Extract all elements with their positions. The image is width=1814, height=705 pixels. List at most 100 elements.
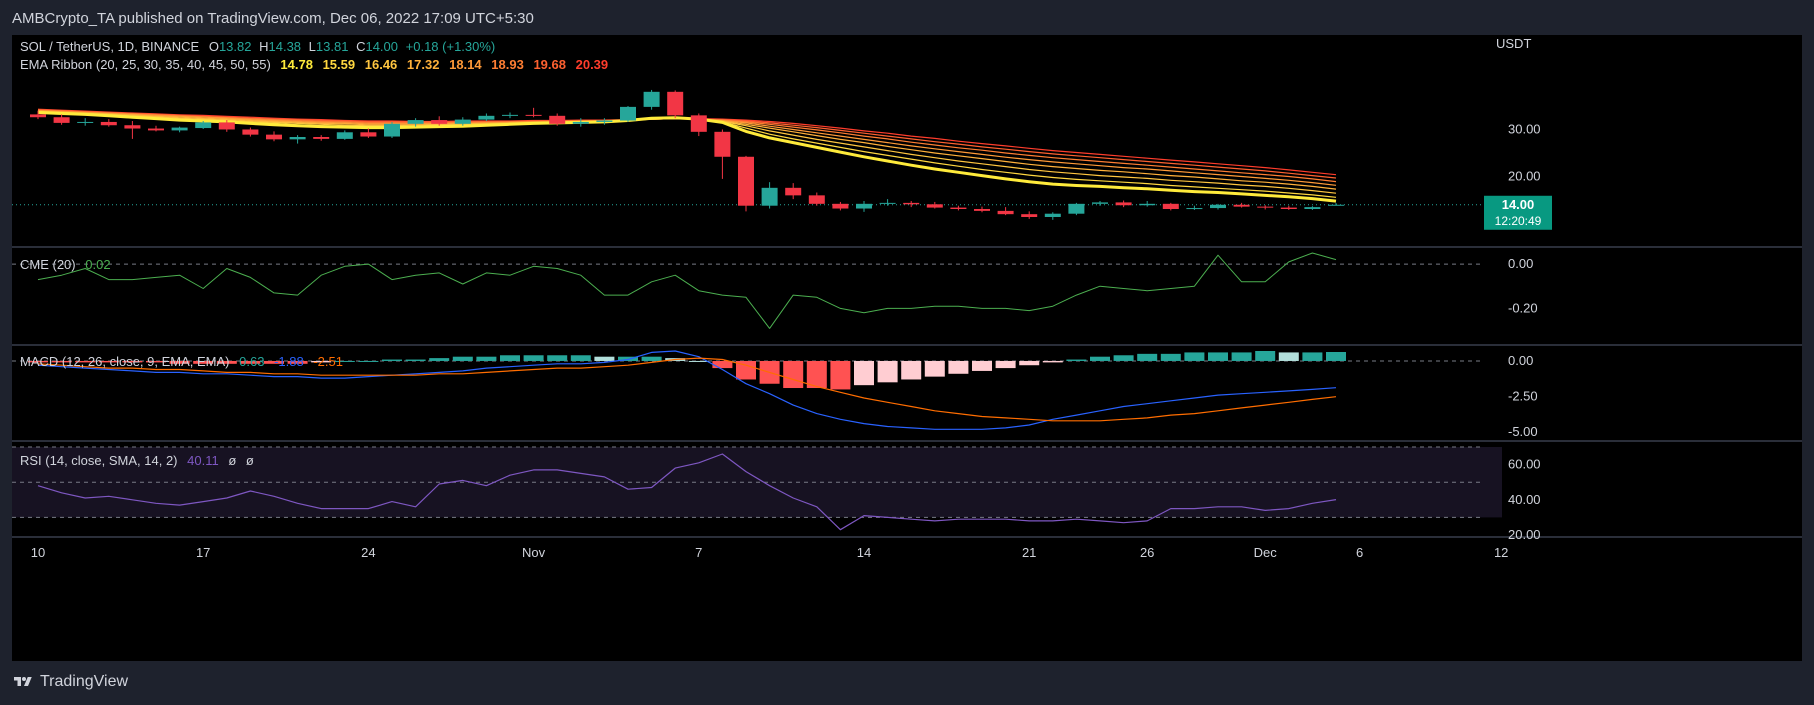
macd-histogram-bar[interactable] xyxy=(500,355,520,361)
candle[interactable] xyxy=(879,199,896,206)
candle[interactable] xyxy=(926,201,943,209)
macd-histogram-bar[interactable] xyxy=(1326,351,1346,361)
candle[interactable] xyxy=(502,112,518,119)
candle-body[interactable] xyxy=(879,202,896,204)
candle-body[interactable] xyxy=(525,114,542,116)
candle-body[interactable] xyxy=(832,203,849,209)
candle-body[interactable] xyxy=(1092,202,1108,204)
candle[interactable] xyxy=(1068,202,1085,216)
candle[interactable] xyxy=(266,131,282,142)
macd-histogram-bar[interactable] xyxy=(1184,352,1205,361)
candle[interactable] xyxy=(950,205,967,211)
candle-body[interactable] xyxy=(148,128,164,131)
macd-histogram-bar[interactable] xyxy=(405,359,426,361)
candle[interactable] xyxy=(1304,206,1321,210)
candle-body[interactable] xyxy=(667,91,684,116)
macd-histogram-bar[interactable] xyxy=(806,360,827,389)
chart-svg[interactable]: 10.0020.0030.000.00-0.200.00-2.50-5.0060… xyxy=(12,35,1802,661)
candle[interactable] xyxy=(148,125,164,132)
candle[interactable] xyxy=(1186,205,1203,210)
candle[interactable] xyxy=(808,192,825,206)
candle[interactable] xyxy=(667,90,684,119)
candle[interactable] xyxy=(572,118,589,127)
macd-histogram-bar[interactable] xyxy=(641,356,662,361)
macd-histogram-bar[interactable] xyxy=(287,360,308,364)
candle-body[interactable] xyxy=(1280,207,1297,209)
candle-body[interactable] xyxy=(596,120,613,122)
candle-body[interactable] xyxy=(242,129,259,135)
candle[interactable] xyxy=(289,135,306,144)
candle-body[interactable] xyxy=(856,203,872,209)
macd-histogram-bar[interactable] xyxy=(830,360,851,390)
macd-histogram-bar[interactable] xyxy=(382,359,402,361)
macd-histogram-bar[interactable] xyxy=(146,360,166,363)
macd-histogram-bar[interactable] xyxy=(901,360,922,380)
candle[interactable] xyxy=(242,127,259,137)
macd-histogram-bar[interactable] xyxy=(1302,352,1323,361)
candle[interactable] xyxy=(856,201,872,212)
cme-line[interactable] xyxy=(37,252,1337,329)
macd-histogram-bar[interactable] xyxy=(854,360,874,386)
macd-histogram-bar[interactable] xyxy=(1231,352,1252,361)
candle[interactable] xyxy=(785,183,802,200)
candle-body[interactable] xyxy=(478,115,495,120)
macd-histogram-bar[interactable] xyxy=(216,360,237,364)
candle-body[interactable] xyxy=(218,122,235,130)
macd-histogram-bar[interactable] xyxy=(51,360,72,363)
macd-histogram-bar[interactable] xyxy=(240,360,261,364)
candle[interactable] xyxy=(1044,212,1061,220)
candle-body[interactable] xyxy=(1115,202,1132,206)
chart-frame[interactable]: 10.0020.0030.000.00-0.200.00-2.50-5.0060… xyxy=(12,35,1802,661)
macd-histogram-bar[interactable] xyxy=(75,360,96,363)
candle[interactable] xyxy=(171,126,188,133)
candle-body[interactable] xyxy=(761,187,778,206)
candle-body[interactable] xyxy=(1233,204,1250,207)
candle-body[interactable] xyxy=(572,121,589,124)
macd-histogram-bar[interactable] xyxy=(169,360,190,364)
macd-histogram-bar[interactable] xyxy=(1278,352,1299,361)
tradingview-logo[interactable]: TradingView xyxy=(12,673,128,691)
macd-histogram-bar[interactable] xyxy=(688,360,709,362)
candle-body[interactable] xyxy=(454,119,471,124)
candle[interactable] xyxy=(218,120,235,132)
candle[interactable] xyxy=(761,182,778,209)
candle-body[interactable] xyxy=(360,132,377,137)
rsi-line[interactable] xyxy=(37,453,1337,531)
candle[interactable] xyxy=(384,121,400,138)
candle[interactable] xyxy=(124,121,141,139)
macd-histogram-bar[interactable] xyxy=(476,356,497,361)
candle-body[interactable] xyxy=(289,137,306,140)
macd-histogram-bar[interactable] xyxy=(358,360,379,362)
candle[interactable] xyxy=(431,116,448,126)
candle[interactable] xyxy=(478,113,495,121)
ema-line-1[interactable] xyxy=(37,111,1337,203)
candle[interactable] xyxy=(454,117,471,126)
macd-histogram-bar[interactable] xyxy=(1137,353,1158,361)
candle-body[interactable] xyxy=(974,209,990,211)
candle-body[interactable] xyxy=(313,137,330,139)
candle-body[interactable] xyxy=(1328,204,1344,206)
macd-histogram-bar[interactable] xyxy=(98,360,119,363)
candle-body[interactable] xyxy=(1139,203,1156,206)
macd-histogram-bar[interactable] xyxy=(570,355,591,361)
macd-histogram-bar[interactable] xyxy=(1042,360,1063,363)
candle-body[interactable] xyxy=(100,121,117,126)
macd-histogram-bar[interactable] xyxy=(523,355,544,361)
candle[interactable] xyxy=(195,121,212,129)
macd-histogram-bar[interactable] xyxy=(1019,360,1040,366)
macd-histogram-bar[interactable] xyxy=(452,356,473,361)
candle[interactable] xyxy=(1115,200,1132,208)
macd-histogram-bar[interactable] xyxy=(783,360,804,389)
macd-histogram-bar[interactable] xyxy=(1208,352,1228,361)
macd-histogram-bar[interactable] xyxy=(594,356,615,361)
macd-signal-line[interactable] xyxy=(37,357,1337,422)
macd-histogram-bar[interactable] xyxy=(1160,353,1181,361)
candle[interactable] xyxy=(313,135,330,141)
macd-histogram-bar[interactable] xyxy=(1066,359,1087,361)
candle-body[interactable] xyxy=(643,91,660,107)
macd-histogram-bar[interactable] xyxy=(972,360,992,371)
candle[interactable] xyxy=(407,118,424,127)
candle-body[interactable] xyxy=(1021,214,1038,217)
candle[interactable] xyxy=(53,114,70,125)
candle-body[interactable] xyxy=(1044,213,1061,217)
